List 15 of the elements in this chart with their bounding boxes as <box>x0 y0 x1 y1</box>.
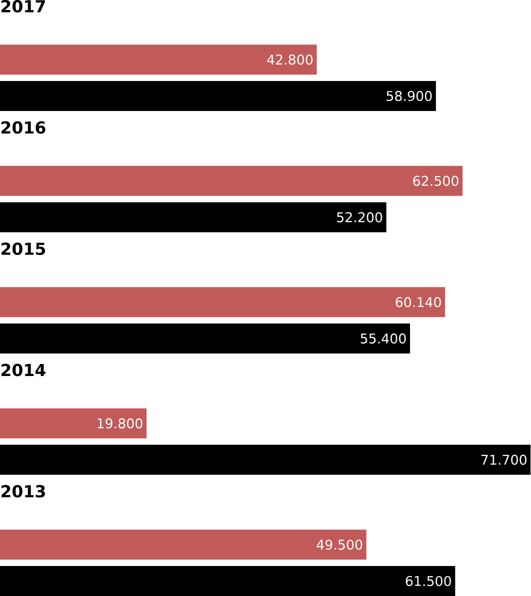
y-tick-label: 2016 <box>2 121 46 134</box>
data-label: 42.800 <box>267 54 313 65</box>
data-label: 55.400 <box>360 333 406 344</box>
y-tick-label: 2017 <box>2 0 46 12</box>
data-label: 62.500 <box>413 176 459 186</box>
y-tick-label: 2014 <box>2 364 46 376</box>
data-label: 60.140 <box>396 297 442 308</box>
data-label: 49.500 <box>316 540 362 550</box>
data-label: 19.800 <box>98 418 143 428</box>
data-label: 71.700 <box>482 454 527 465</box>
y-tick-label: 2013 <box>2 485 46 498</box>
data-label: 52.200 <box>337 212 382 222</box>
y-tick-label: 2015 <box>2 242 46 256</box>
data-label: 61.500 <box>406 576 452 586</box>
data-label: 58.900 <box>386 90 432 102</box>
